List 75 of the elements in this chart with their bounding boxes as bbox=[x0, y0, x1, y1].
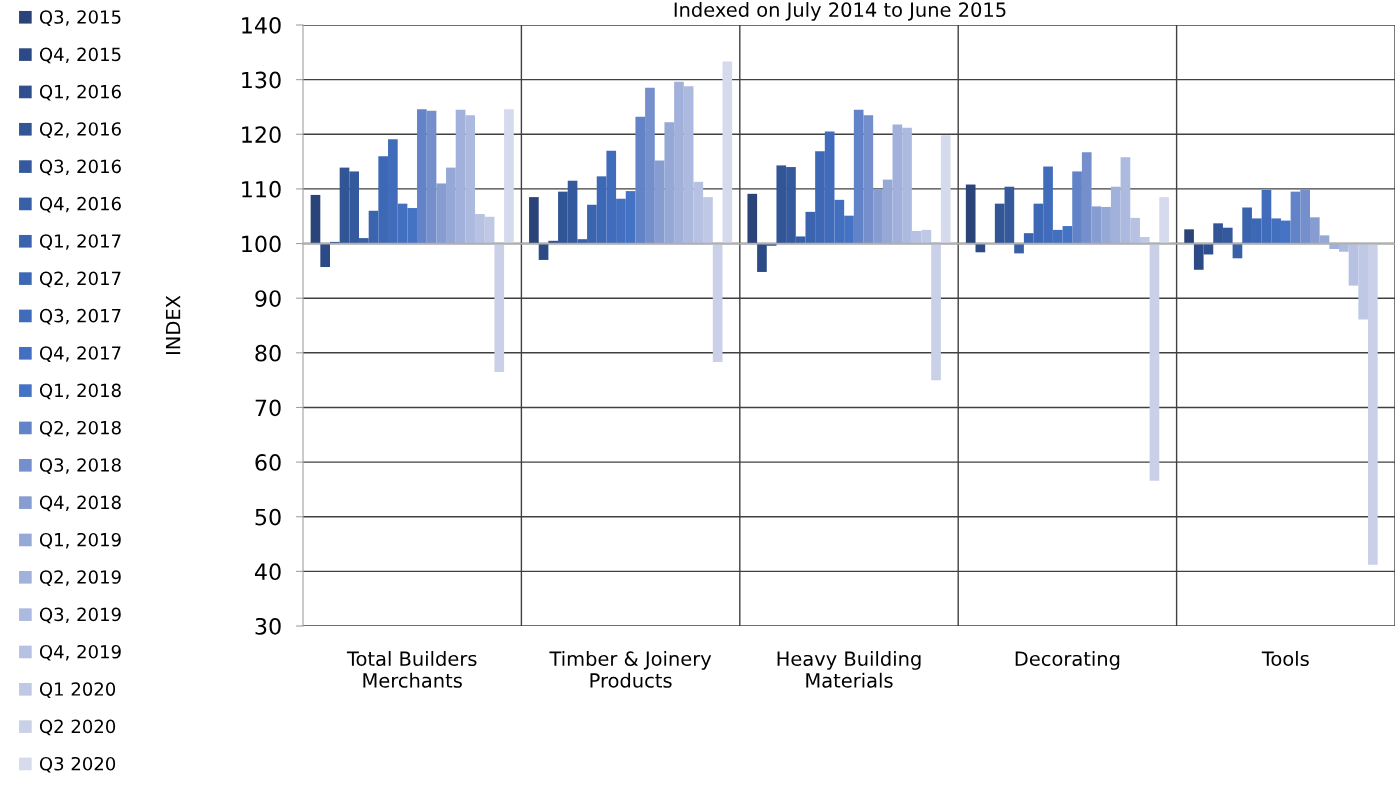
legend-label: Q2 2020 bbox=[39, 719, 116, 736]
legend-label: Q4, 2018 bbox=[39, 495, 121, 512]
x-tick-label: Heavy Building Materials bbox=[777, 651, 921, 688]
y-tick-label: 130 bbox=[242, 71, 281, 89]
legend-label: Q3, 2015 bbox=[39, 10, 121, 26]
bar bbox=[931, 243, 941, 381]
bar bbox=[320, 243, 330, 268]
y-tick-label: 60 bbox=[255, 454, 281, 471]
legend-label: Q4, 2016 bbox=[39, 196, 121, 213]
legend-label: Q4, 2019 bbox=[39, 644, 121, 661]
legend-label: Q1, 2018 bbox=[39, 383, 121, 400]
x-tick-label: Decorating bbox=[1015, 651, 1120, 670]
legend-label: Q3, 2016 bbox=[39, 159, 121, 176]
legend-label: Q1, 2016 bbox=[39, 84, 121, 101]
bar bbox=[1159, 197, 1169, 244]
legend-label: Q2, 2019 bbox=[39, 570, 121, 586]
legend-label: Q1 2020 bbox=[39, 682, 116, 698]
bar bbox=[664, 122, 675, 244]
bar bbox=[529, 197, 539, 244]
bar bbox=[1149, 243, 1160, 481]
bar bbox=[712, 243, 723, 363]
legend-label: Q3, 2017 bbox=[39, 308, 121, 325]
y-tick-label: 110 bbox=[242, 180, 281, 198]
bar bbox=[426, 110, 437, 244]
bar bbox=[654, 160, 665, 244]
x-tick-label: Tools bbox=[1261, 651, 1309, 667]
legend-label: Q2, 2018 bbox=[39, 420, 121, 437]
bar bbox=[1081, 152, 1092, 244]
legend-label: Q4, 2017 bbox=[39, 346, 121, 362]
bar bbox=[1184, 229, 1194, 244]
y-tick-label: 40 bbox=[254, 563, 281, 581]
y-tick-label: 100 bbox=[242, 235, 281, 253]
bar bbox=[417, 109, 427, 244]
bar bbox=[504, 109, 514, 244]
legend-label: Q2, 2017 bbox=[39, 271, 121, 288]
bar bbox=[310, 194, 321, 244]
bar bbox=[853, 109, 864, 244]
chart-title: Indexed on July 2014 to June 2015 bbox=[674, 2, 1006, 21]
bar bbox=[1300, 189, 1310, 244]
legend-label: Q2, 2016 bbox=[39, 122, 121, 138]
bar bbox=[1072, 171, 1082, 244]
y-tick-label: 30 bbox=[255, 617, 281, 635]
legend-label: Q3, 2019 bbox=[39, 607, 121, 624]
bar bbox=[436, 183, 447, 244]
y-tick-label: 90 bbox=[255, 290, 281, 307]
y-tick-label: 50 bbox=[255, 508, 281, 526]
bar bbox=[1290, 191, 1301, 244]
bar bbox=[965, 184, 976, 244]
bar bbox=[635, 116, 646, 244]
y-tick-label: 80 bbox=[255, 344, 281, 362]
bar bbox=[863, 115, 874, 244]
x-tick-label: Total Builders Merchants bbox=[346, 651, 477, 688]
bar bbox=[882, 179, 893, 244]
bar bbox=[1091, 206, 1102, 244]
bar bbox=[494, 243, 505, 372]
legend-label: Q3 2020 bbox=[39, 756, 116, 773]
y-tick-label: 120 bbox=[242, 126, 281, 144]
bar bbox=[1309, 217, 1320, 244]
legend-label: Q3, 2018 bbox=[39, 458, 121, 474]
bar bbox=[940, 135, 951, 244]
legend-label: Q1, 2019 bbox=[39, 532, 121, 549]
bar bbox=[747, 193, 758, 244]
y-tick-label: 140 bbox=[242, 16, 281, 34]
bar bbox=[645, 87, 655, 244]
bar bbox=[446, 167, 456, 244]
x-tick-label: Timber & Joinery Products bbox=[549, 651, 712, 688]
bar bbox=[1101, 206, 1111, 244]
bar bbox=[1014, 243, 1024, 254]
y-tick-label: 70 bbox=[255, 399, 281, 417]
bar bbox=[873, 188, 883, 244]
bar bbox=[538, 243, 549, 260]
legend-label: Q4, 2015 bbox=[39, 47, 121, 64]
bar bbox=[722, 61, 733, 244]
legend-label: Q1, 2017 bbox=[39, 234, 121, 250]
y-axis-title: INDEX bbox=[165, 295, 181, 355]
